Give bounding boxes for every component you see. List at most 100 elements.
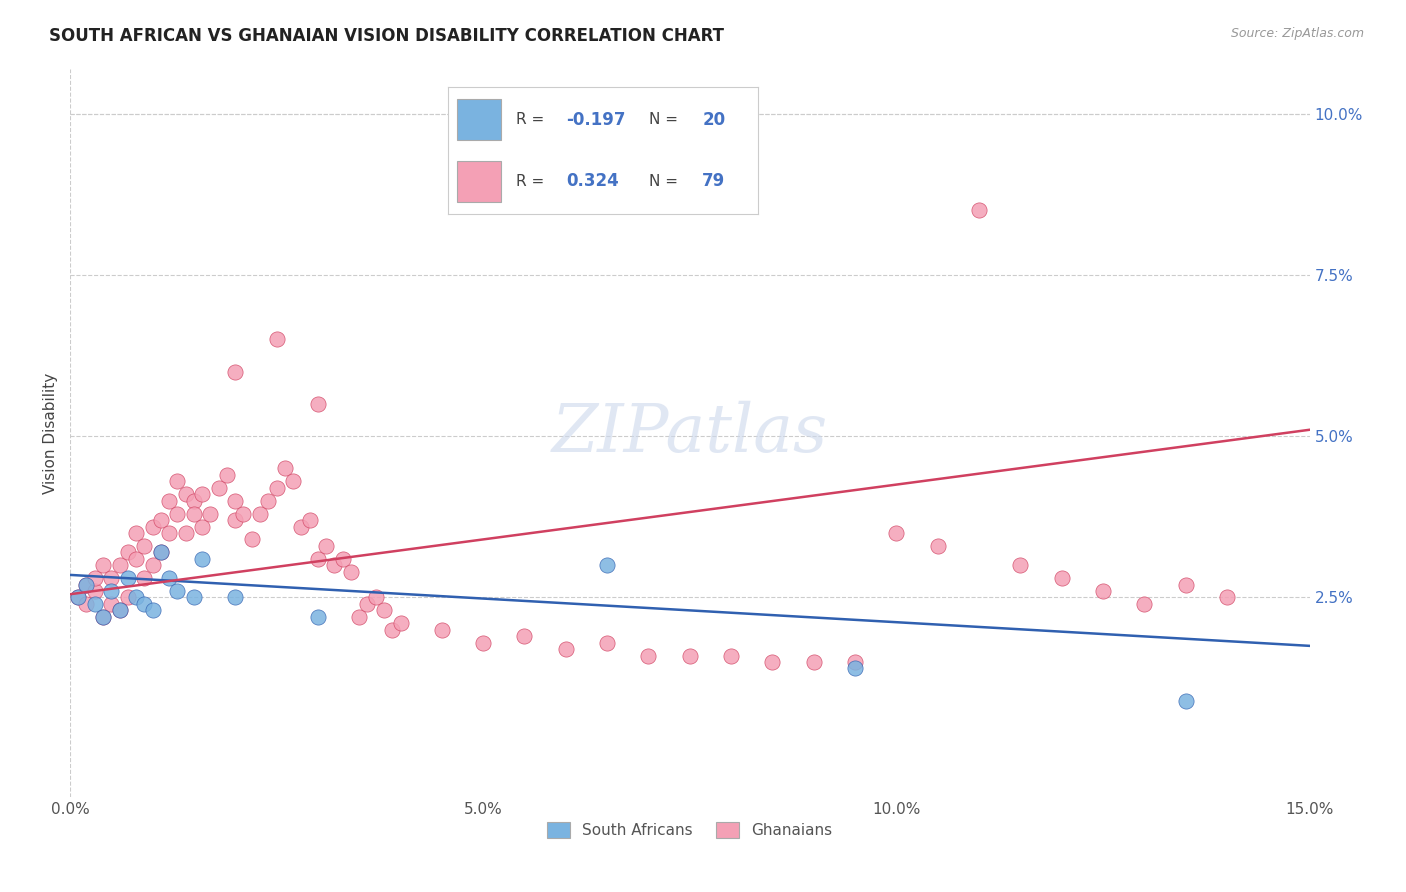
Point bbox=[75, 577, 97, 591]
Point bbox=[281, 475, 304, 489]
Point bbox=[149, 513, 172, 527]
Point bbox=[389, 616, 412, 631]
Point bbox=[356, 597, 378, 611]
Point bbox=[637, 648, 659, 663]
Point bbox=[83, 597, 105, 611]
Point bbox=[67, 591, 90, 605]
Point bbox=[224, 513, 246, 527]
Point bbox=[91, 610, 114, 624]
Point bbox=[381, 623, 404, 637]
Point bbox=[100, 571, 122, 585]
Point bbox=[142, 558, 165, 573]
Point bbox=[1092, 584, 1115, 599]
Point bbox=[134, 571, 156, 585]
Point bbox=[967, 203, 990, 218]
Point bbox=[67, 591, 90, 605]
Point bbox=[108, 603, 131, 617]
Point bbox=[364, 591, 387, 605]
Point bbox=[307, 397, 329, 411]
Point bbox=[803, 655, 825, 669]
Point bbox=[174, 525, 197, 540]
Point bbox=[183, 493, 205, 508]
Point bbox=[554, 642, 576, 657]
Point bbox=[298, 513, 321, 527]
Point bbox=[125, 591, 148, 605]
Point bbox=[596, 635, 619, 649]
Point bbox=[1050, 571, 1073, 585]
Legend: South Africans, Ghanaians: South Africans, Ghanaians bbox=[541, 816, 838, 845]
Point bbox=[174, 487, 197, 501]
Point bbox=[1010, 558, 1032, 573]
Point bbox=[166, 507, 188, 521]
Point bbox=[200, 507, 222, 521]
Point bbox=[307, 551, 329, 566]
Point bbox=[191, 487, 214, 501]
Point bbox=[1216, 591, 1239, 605]
Point bbox=[373, 603, 395, 617]
Point bbox=[240, 533, 263, 547]
Point bbox=[75, 577, 97, 591]
Point bbox=[224, 365, 246, 379]
Point bbox=[332, 551, 354, 566]
Point bbox=[215, 467, 238, 482]
Point bbox=[134, 597, 156, 611]
Point bbox=[347, 610, 370, 624]
Point bbox=[117, 545, 139, 559]
Point bbox=[142, 603, 165, 617]
Point bbox=[266, 481, 288, 495]
Point bbox=[266, 333, 288, 347]
Point bbox=[125, 551, 148, 566]
Point bbox=[315, 539, 337, 553]
Point bbox=[134, 539, 156, 553]
Point bbox=[183, 507, 205, 521]
Point bbox=[100, 584, 122, 599]
Point bbox=[183, 591, 205, 605]
Point bbox=[157, 493, 180, 508]
Point bbox=[125, 525, 148, 540]
Point bbox=[307, 610, 329, 624]
Point bbox=[290, 519, 312, 533]
Point bbox=[886, 525, 908, 540]
Point bbox=[157, 571, 180, 585]
Point bbox=[761, 655, 783, 669]
Point bbox=[472, 635, 495, 649]
Point bbox=[679, 648, 702, 663]
Point bbox=[83, 571, 105, 585]
Point bbox=[430, 623, 453, 637]
Text: SOUTH AFRICAN VS GHANAIAN VISION DISABILITY CORRELATION CHART: SOUTH AFRICAN VS GHANAIAN VISION DISABIL… bbox=[49, 27, 724, 45]
Point bbox=[340, 565, 363, 579]
Point bbox=[720, 648, 742, 663]
Point bbox=[117, 571, 139, 585]
Point bbox=[83, 584, 105, 599]
Point bbox=[100, 597, 122, 611]
Text: Source: ZipAtlas.com: Source: ZipAtlas.com bbox=[1230, 27, 1364, 40]
Point bbox=[91, 558, 114, 573]
Point bbox=[257, 493, 280, 508]
Point bbox=[224, 591, 246, 605]
Point bbox=[142, 519, 165, 533]
Point bbox=[117, 591, 139, 605]
Text: ZIPatlas: ZIPatlas bbox=[551, 401, 828, 466]
Point bbox=[191, 519, 214, 533]
Point bbox=[224, 493, 246, 508]
Point bbox=[596, 558, 619, 573]
Point bbox=[844, 661, 866, 675]
Point bbox=[844, 655, 866, 669]
Point bbox=[75, 597, 97, 611]
Point bbox=[249, 507, 271, 521]
Point bbox=[323, 558, 346, 573]
Point bbox=[1174, 694, 1197, 708]
Point bbox=[191, 551, 214, 566]
Point bbox=[1133, 597, 1156, 611]
Point bbox=[927, 539, 949, 553]
Point bbox=[149, 545, 172, 559]
Point bbox=[274, 461, 297, 475]
Point bbox=[108, 558, 131, 573]
Point bbox=[157, 525, 180, 540]
Point bbox=[1174, 577, 1197, 591]
Point bbox=[208, 481, 231, 495]
Y-axis label: Vision Disability: Vision Disability bbox=[44, 372, 58, 493]
Point bbox=[149, 545, 172, 559]
Point bbox=[166, 584, 188, 599]
Point bbox=[108, 603, 131, 617]
